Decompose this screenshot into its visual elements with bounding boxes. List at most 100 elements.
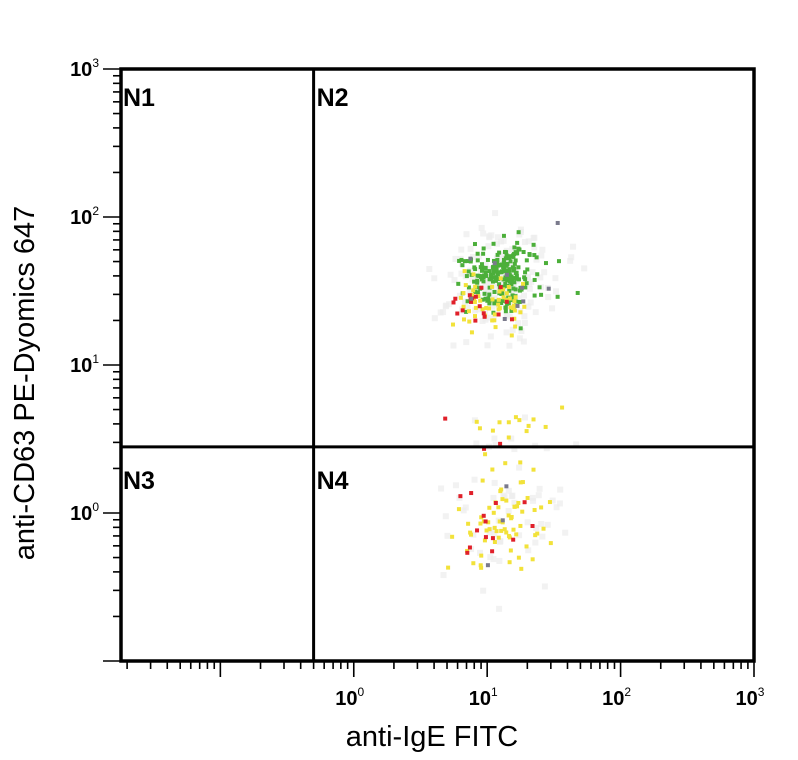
event-point-yellow xyxy=(498,519,503,524)
event-point-yellow xyxy=(510,306,515,311)
event-haze xyxy=(484,342,491,349)
event-haze xyxy=(509,245,516,252)
event-point-green xyxy=(556,259,561,264)
event-point-red xyxy=(481,311,486,316)
event-point-green xyxy=(504,253,509,258)
event-point-yellow xyxy=(469,532,474,537)
event-point-green xyxy=(487,292,492,297)
event-point-red xyxy=(482,314,487,319)
event-point-green xyxy=(516,277,521,282)
event-point-green xyxy=(513,258,518,263)
event-haze xyxy=(511,283,518,290)
event-point-yellow xyxy=(473,305,478,310)
event-point-yellow xyxy=(524,429,529,434)
event-point-green xyxy=(534,255,539,260)
event-point-green xyxy=(518,326,523,331)
event-haze xyxy=(491,435,498,442)
event-point-green xyxy=(491,271,496,276)
x-axis-label: anti-IgE FITC xyxy=(346,721,518,753)
event-haze xyxy=(487,333,494,340)
event-point-yellow xyxy=(543,424,548,429)
x-axis-ticks: 100 101 102 103 xyxy=(126,661,765,710)
event-haze xyxy=(508,435,515,442)
event-haze xyxy=(479,318,486,325)
event-point-yellow xyxy=(504,530,509,535)
event-point-yellow xyxy=(490,318,495,323)
event-haze xyxy=(496,538,503,545)
event-point-green xyxy=(508,259,513,264)
event-haze xyxy=(541,583,548,590)
event-haze xyxy=(450,342,457,349)
event-point-green xyxy=(489,272,494,277)
event-haze xyxy=(526,281,533,288)
event-haze xyxy=(480,230,487,237)
event-point-yellow xyxy=(507,535,512,540)
event-haze xyxy=(484,314,491,321)
event-point-yellow xyxy=(512,504,517,509)
event-point-yellow xyxy=(473,284,478,289)
event-haze xyxy=(485,243,492,250)
event-point-green xyxy=(503,263,508,268)
event-haze xyxy=(447,271,454,278)
event-point-green xyxy=(502,249,507,254)
event-point-red xyxy=(460,308,465,313)
event-point-green xyxy=(509,282,514,287)
event-haze xyxy=(549,497,556,504)
event-haze xyxy=(489,303,496,310)
event-haze xyxy=(426,266,433,273)
event-haze xyxy=(505,487,512,494)
event-point-green xyxy=(524,281,529,286)
event-point-green xyxy=(512,280,517,285)
event-point-yellow xyxy=(514,532,519,537)
event-haze xyxy=(531,244,538,251)
event-point-green xyxy=(462,259,467,264)
event-point-green xyxy=(507,268,512,273)
event-point-yellow xyxy=(560,405,565,410)
event-point-green xyxy=(535,272,540,277)
quadrant-label-n3: N3 xyxy=(123,467,155,495)
event-haze xyxy=(511,446,518,453)
event-haze xyxy=(562,529,569,536)
event-point-red xyxy=(458,494,463,499)
event-point-green xyxy=(512,245,517,250)
event-point-yellow xyxy=(496,505,501,510)
y-tick-label: 102 xyxy=(70,204,99,229)
event-point-gray xyxy=(468,256,473,261)
event-point-yellow xyxy=(490,428,495,433)
event-point-green xyxy=(465,299,470,304)
event-point-green xyxy=(501,233,506,238)
event-point-green xyxy=(497,270,502,275)
event-point-yellow xyxy=(497,420,502,425)
event-haze xyxy=(503,329,510,336)
event-point-green xyxy=(465,259,470,264)
event-point-yellow xyxy=(508,305,513,310)
event-point-green xyxy=(466,285,471,290)
event-haze xyxy=(444,532,451,539)
event-point-green xyxy=(501,284,506,289)
event-point-green xyxy=(457,258,462,263)
event-haze xyxy=(509,326,516,333)
event-point-green xyxy=(509,308,514,313)
event-point-yellow xyxy=(493,325,498,330)
event-point-yellow xyxy=(500,497,505,502)
event-haze xyxy=(469,276,476,283)
event-haze xyxy=(451,277,458,284)
event-point-red xyxy=(522,500,527,505)
event-haze xyxy=(515,295,522,302)
event-point-yellow xyxy=(548,541,553,546)
event-point-yellow xyxy=(506,435,511,440)
event-haze xyxy=(552,288,559,295)
x-tick-label: 103 xyxy=(736,685,765,710)
event-haze xyxy=(431,275,438,282)
event-point-green xyxy=(483,270,488,275)
event-point-yellow xyxy=(503,461,508,466)
event-point-green xyxy=(459,257,464,262)
event-point-red xyxy=(498,441,503,446)
event-point-green xyxy=(485,298,490,303)
event-point-gray xyxy=(492,261,497,266)
event-point-green xyxy=(507,273,512,278)
event-point-green xyxy=(456,281,461,286)
event-haze xyxy=(469,254,476,261)
event-haze xyxy=(496,605,503,612)
event-haze xyxy=(496,557,503,564)
